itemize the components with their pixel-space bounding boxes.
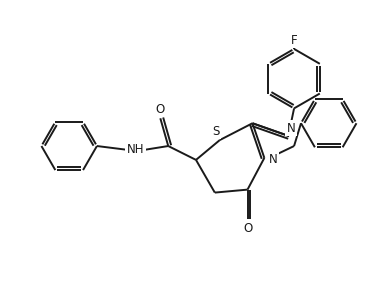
Text: F: F bbox=[291, 34, 298, 46]
Text: N: N bbox=[269, 153, 278, 166]
Text: NH: NH bbox=[127, 144, 144, 156]
Text: S: S bbox=[212, 125, 220, 138]
Text: N: N bbox=[287, 122, 296, 135]
Text: O: O bbox=[243, 222, 252, 235]
Text: O: O bbox=[156, 103, 165, 116]
